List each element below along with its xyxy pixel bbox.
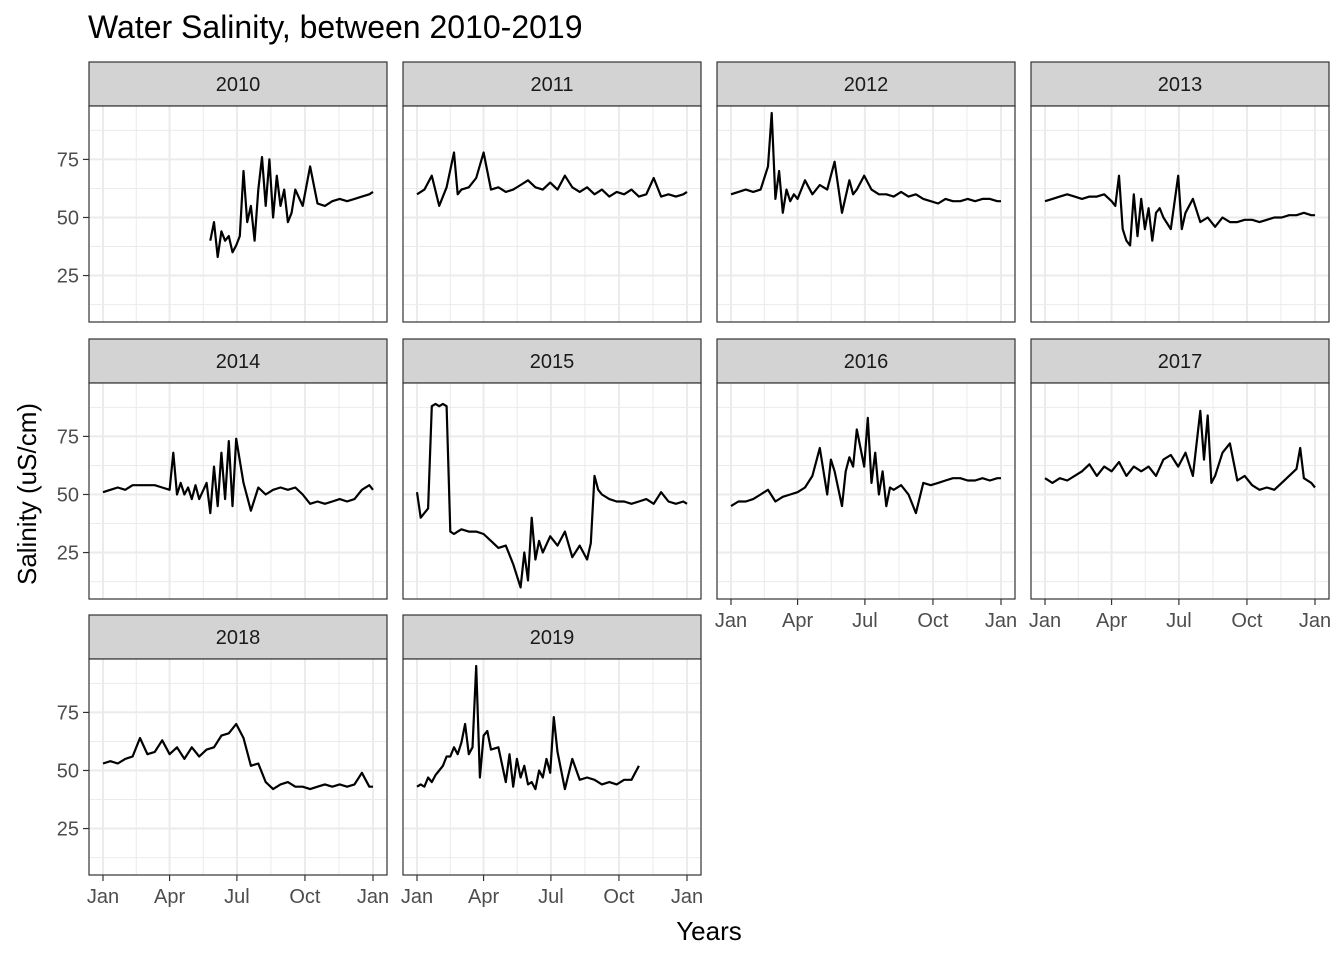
panel-border-2011 (402, 105, 702, 323)
x-tick-label: Apr (468, 886, 499, 908)
plot-area-2019 (403, 659, 701, 875)
strip-label-2011: 2011 (530, 74, 573, 96)
x-tick-label: Oct (289, 886, 321, 908)
x-tick-label: Jul (224, 886, 250, 908)
plot-area-2012 (717, 106, 1015, 322)
panel-2018: 2018 25 50 75 Jan Apr Jul Oct Jan (57, 614, 389, 908)
x-tick-label: Apr (1096, 610, 1127, 632)
strip-label-2019: 2019 (530, 627, 575, 649)
panel-2013: 2013 (1030, 61, 1330, 323)
strip-2018 (88, 614, 388, 660)
y-tick-label: 50 (57, 760, 79, 782)
plot-area-2011 (403, 106, 701, 322)
strip-label-2013: 2013 (1158, 74, 1203, 96)
y-tick-label: 25 (57, 266, 79, 288)
strip-label-2015: 2015 (530, 351, 575, 373)
panel-2016: 2016 Jan Apr Jul Oct Jan (715, 338, 1017, 632)
y-tick-label: 25 (57, 543, 79, 565)
panel-2010: 2010 25 50 75 (57, 61, 388, 323)
x-tick-label: Jan (401, 886, 433, 908)
strip-label-2014: 2014 (216, 351, 261, 373)
panel-border-2010 (88, 105, 388, 323)
panel-border-2019 (402, 658, 702, 876)
series-line-2012 (730, 111, 1001, 214)
plot-area-2015 (403, 383, 701, 599)
strip-2019 (402, 614, 702, 660)
y-axis-title: Salinity (uS/cm) (12, 403, 42, 585)
series-line-2013 (1044, 174, 1315, 247)
facet-panels: 2010 25 50 75 2011 2012 2013 2014 25 50 75 2015 2016… (57, 61, 1331, 908)
panel-border-2016 (716, 382, 1016, 600)
panel-2015: 2015 (402, 338, 702, 600)
x-tick-label: Jan (87, 886, 119, 908)
plot-area-2018 (89, 659, 387, 875)
series-line-2011 (416, 151, 688, 207)
strip-2017 (1030, 338, 1330, 384)
y-tick-label: 75 (57, 426, 79, 448)
series-line-2018 (102, 722, 373, 791)
strip-label-2018: 2018 (216, 627, 261, 649)
x-tick-label: Apr (154, 886, 185, 908)
x-tick-label: Oct (1231, 610, 1263, 632)
x-tick-label: Oct (603, 886, 635, 908)
plot-area-2017 (1031, 383, 1329, 599)
x-tick-label: Apr (782, 610, 813, 632)
strip-2013 (1030, 61, 1330, 107)
x-axis-title: Years (676, 916, 742, 946)
y-tick-label: 50 (57, 207, 79, 229)
plot-area-2016 (717, 383, 1015, 599)
strip-label-2016: 2016 (844, 351, 889, 373)
strip-label-2010: 2010 (216, 74, 261, 96)
chart-title: Water Salinity, between 2010-2019 (88, 9, 583, 45)
strip-2010 (88, 61, 388, 107)
x-tick-label: Jan (1029, 610, 1061, 632)
y-tick-label: 50 (57, 484, 79, 506)
strip-label-2017: 2017 (1158, 351, 1203, 373)
panel-2014: 2014 25 50 75 (57, 338, 388, 600)
panel-2011: 2011 (402, 61, 702, 323)
panel-border-2017 (1030, 382, 1330, 600)
x-tick-label: Jan (1299, 610, 1331, 632)
panel-border-2013 (1030, 105, 1330, 323)
panel-2019: 2019 Jan Apr Jul Oct Jan (401, 614, 703, 908)
strip-2011 (402, 61, 702, 107)
panel-border-2015 (402, 382, 702, 600)
series-line-2017 (1044, 409, 1316, 491)
strip-2015 (402, 338, 702, 384)
strip-2014 (88, 338, 388, 384)
panel-2012: 2012 (716, 61, 1016, 323)
series-line-2010 (209, 156, 374, 259)
x-tick-label: Jan (715, 610, 747, 632)
series-line-2019 (416, 664, 640, 791)
panel-border-2012 (716, 105, 1016, 323)
plot-area-2010 (89, 106, 387, 322)
panel-2017: 2017 Jan Apr Jul Oct Jan (1029, 338, 1331, 632)
series-line-2015 (415, 402, 688, 589)
x-tick-label: Jul (538, 886, 564, 908)
x-tick-label: Jan (357, 886, 389, 908)
panel-border-2018 (88, 658, 388, 876)
x-tick-label: Jul (1166, 610, 1192, 632)
plot-area-2014 (89, 383, 387, 599)
y-tick-label: 25 (57, 819, 79, 841)
y-tick-label: 75 (57, 149, 79, 171)
x-tick-label: Jan (985, 610, 1017, 632)
x-tick-label: Oct (917, 610, 949, 632)
x-tick-label: Jul (852, 610, 878, 632)
strip-2012 (716, 61, 1016, 107)
series-line-2016 (730, 416, 1001, 515)
panel-border-2014 (88, 382, 388, 600)
strip-2016 (716, 338, 1016, 384)
x-tick-label: Jan (671, 886, 703, 908)
y-tick-label: 75 (57, 702, 79, 724)
strip-label-2012: 2012 (844, 74, 889, 96)
series-line-2014 (102, 437, 374, 515)
